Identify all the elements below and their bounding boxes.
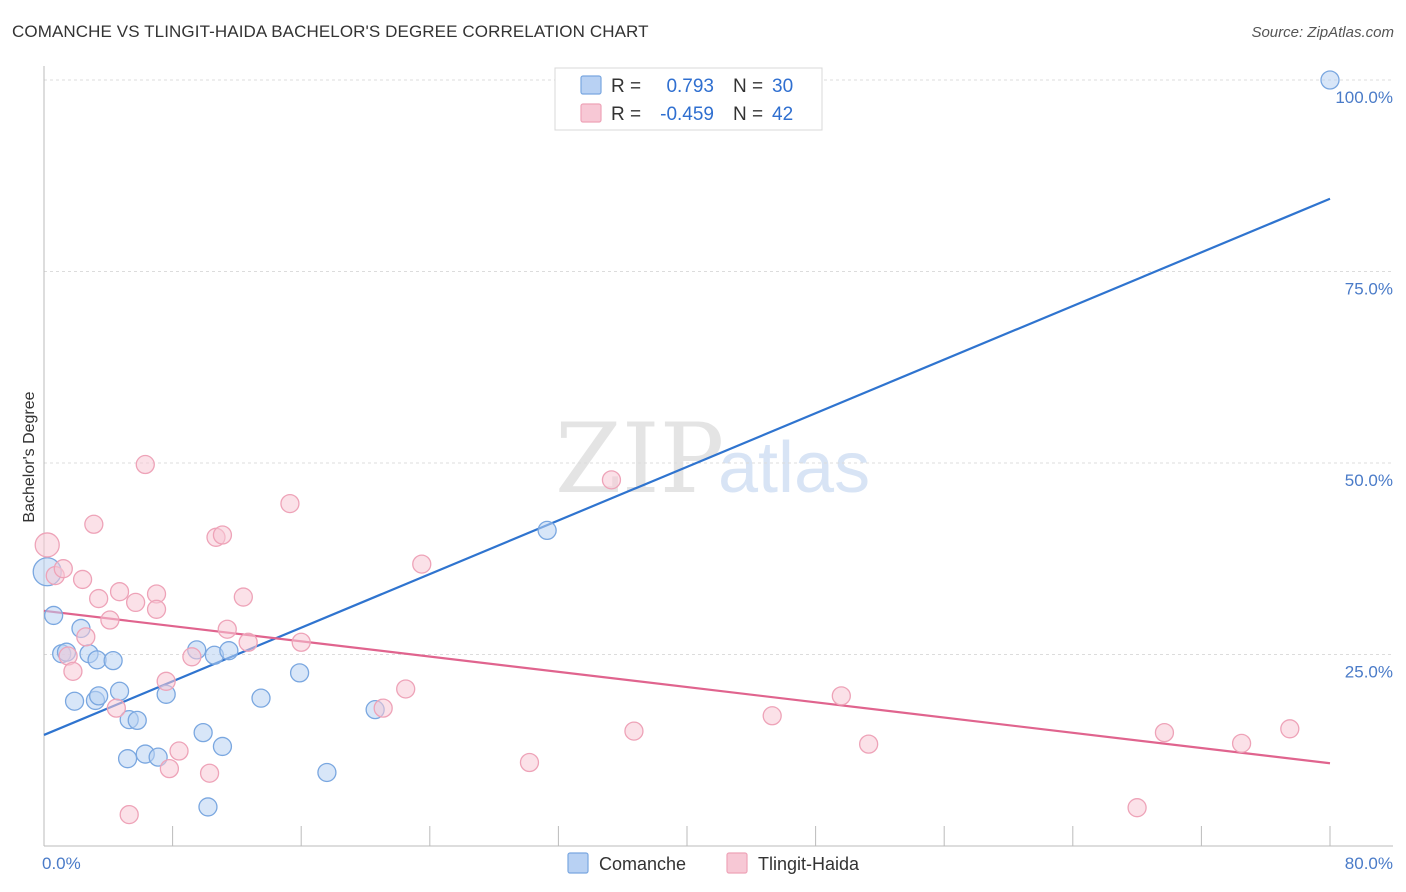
point-comanche-8 bbox=[64, 691, 85, 711]
trend-lines bbox=[43, 197, 1331, 765]
legend-n-value-2: 42 bbox=[772, 104, 793, 125]
point-tlingit-haida-27 bbox=[396, 679, 416, 699]
point-tlingit-haida-6 bbox=[89, 588, 109, 609]
point-tlingit-haida-24 bbox=[106, 698, 126, 718]
y-tick-label-25: 25.0% bbox=[1345, 663, 1393, 682]
series-label-tlingit-haida: Tlingit-Haida bbox=[758, 854, 860, 874]
correlation-legend: R = 0.793 N = 30 R = -0.459 N = 42 bbox=[554, 67, 823, 131]
point-comanche-21 bbox=[148, 747, 168, 767]
legend-r-label-1: R = bbox=[611, 76, 641, 97]
series-swatch-comanche bbox=[567, 852, 589, 874]
y-tick-label-50: 50.0% bbox=[1345, 471, 1393, 490]
series-swatch-tlingit-haida bbox=[726, 852, 748, 874]
point-comanche-10 bbox=[89, 686, 109, 706]
point-comanche-29 bbox=[1320, 70, 1340, 90]
y-tick-label-75: 75.0% bbox=[1345, 280, 1393, 299]
x-tick-min: 0.0% bbox=[42, 854, 81, 873]
point-tlingit-haida-21 bbox=[291, 632, 311, 652]
point-tlingit-haida-29 bbox=[169, 741, 189, 761]
point-comanche-19 bbox=[289, 663, 310, 683]
legend-swatch-tlingit-haida bbox=[580, 103, 602, 123]
point-tlingit-haida-34 bbox=[624, 721, 644, 741]
legend-swatch-comanche bbox=[580, 75, 602, 95]
point-comanche-25 bbox=[317, 762, 337, 783]
point-tlingit-haida-26 bbox=[601, 470, 622, 490]
chart-title: COMANCHE VS TLINGIT-HAIDA BACHELOR'S DEG… bbox=[12, 22, 649, 41]
point-tlingit-haida-17 bbox=[233, 587, 253, 607]
point-tlingit-haida-11 bbox=[100, 610, 120, 630]
watermark-zip: ZIP bbox=[555, 403, 724, 515]
point-tlingit-haida-2 bbox=[53, 559, 73, 579]
point-tlingit-haida-5 bbox=[72, 569, 93, 590]
point-tlingit-haida-25 bbox=[412, 554, 432, 574]
gridlines bbox=[44, 79, 1393, 655]
point-tlingit-haida-18 bbox=[280, 493, 300, 514]
point-tlingit-haida-0 bbox=[34, 532, 60, 558]
legend-r-label-2: R = bbox=[611, 104, 641, 125]
y-tick-label-100: 100.0% bbox=[1335, 88, 1393, 107]
point-tlingit-haida-23 bbox=[156, 671, 176, 691]
point-tlingit-haida-8 bbox=[125, 592, 146, 613]
point-tlingit-haida-3 bbox=[84, 514, 104, 534]
legend-n-label-2: N = bbox=[733, 104, 763, 125]
point-tlingit-haida-31 bbox=[199, 763, 220, 783]
trend-line-comanche bbox=[43, 197, 1331, 736]
point-tlingit-haida-14 bbox=[63, 661, 83, 682]
point-tlingit-haida-19 bbox=[217, 619, 237, 639]
legend-r-value-2: -0.459 bbox=[660, 104, 714, 125]
point-comanche-13 bbox=[127, 710, 147, 731]
point-tlingit-haida-28 bbox=[373, 698, 393, 718]
data-points bbox=[32, 70, 1340, 825]
point-comanche-1 bbox=[43, 605, 64, 626]
series-label-comanche: Comanche bbox=[599, 854, 686, 874]
point-tlingit-haida-30 bbox=[159, 758, 180, 779]
point-comanche-22 bbox=[117, 749, 138, 769]
y-axis-title: Bachelor's Degree bbox=[21, 391, 38, 522]
point-comanche-24 bbox=[212, 736, 233, 757]
point-tlingit-haida-40 bbox=[1280, 719, 1300, 739]
point-tlingit-haida-7 bbox=[109, 582, 130, 602]
point-tlingit-haida-38 bbox=[1154, 722, 1175, 743]
point-comanche-7 bbox=[103, 650, 123, 671]
point-tlingit-haida-37 bbox=[858, 734, 879, 754]
point-tlingit-haida-16 bbox=[212, 525, 233, 545]
point-comanche-11 bbox=[109, 681, 130, 701]
watermark-atlas: atlas bbox=[718, 428, 870, 508]
point-comanche-28 bbox=[537, 520, 557, 541]
legend-n-value-1: 30 bbox=[772, 76, 793, 97]
point-tlingit-haida-39 bbox=[1231, 733, 1252, 754]
source-label: Source: ZipAtlas.com bbox=[1251, 24, 1394, 41]
legend-r-value-1: 0.793 bbox=[666, 76, 714, 97]
point-tlingit-haida-10 bbox=[146, 599, 167, 619]
point-comanche-26 bbox=[198, 797, 218, 817]
legend-n-label-1: N = bbox=[733, 76, 763, 97]
point-comanche-6 bbox=[87, 650, 107, 670]
series-tlingit-haida bbox=[34, 454, 1300, 825]
x-tick-max: 80.0% bbox=[1345, 854, 1393, 873]
point-tlingit-haida-33 bbox=[519, 752, 540, 773]
point-tlingit-haida-22 bbox=[182, 647, 202, 667]
point-tlingit-haida-12 bbox=[76, 627, 96, 647]
point-tlingit-haida-32 bbox=[119, 804, 139, 825]
point-tlingit-haida-4 bbox=[135, 454, 155, 475]
point-comanche-17 bbox=[219, 641, 239, 661]
point-tlingit-haida-20 bbox=[238, 632, 258, 652]
y-tick-labels: 25.0% 50.0% 75.0% 100.0% bbox=[1335, 88, 1393, 682]
point-comanche-18 bbox=[251, 688, 271, 708]
trend-line-tlingit-haida bbox=[43, 609, 1331, 765]
point-tlingit-haida-41 bbox=[1127, 798, 1147, 818]
axes bbox=[43, 66, 1393, 847]
point-comanche-23 bbox=[193, 722, 213, 743]
point-tlingit-haida-36 bbox=[831, 686, 851, 706]
series-legend: Comanche Tlingit-Haida bbox=[567, 852, 860, 874]
point-tlingit-haida-35 bbox=[762, 706, 782, 726]
